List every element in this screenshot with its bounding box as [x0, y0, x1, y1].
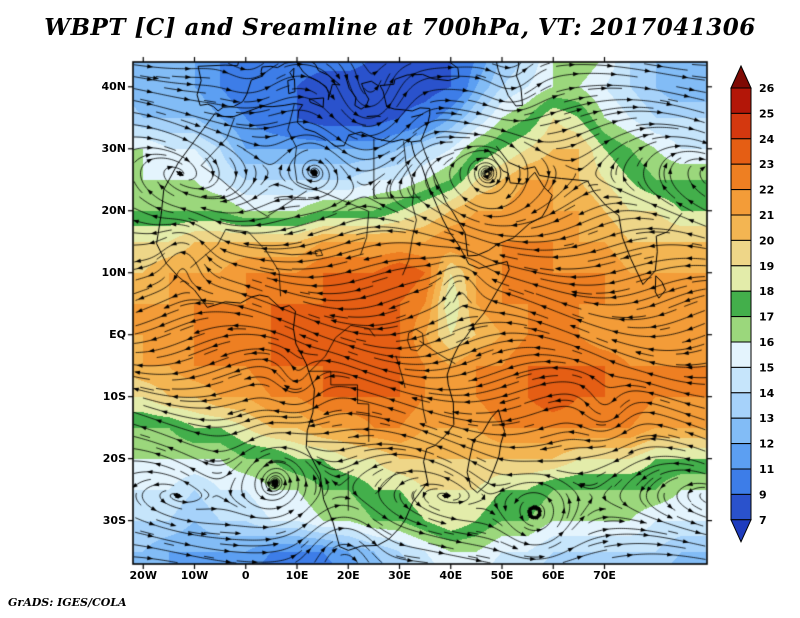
- colorbar: 26 25 24 23 22 21 20 19 18 17 16 15 14 13 12 11 9 7: [730, 64, 775, 544]
- colorbar-label: 23: [759, 158, 774, 171]
- colorbar-above-arrow: [730, 64, 752, 89]
- colorbar-label: 20: [759, 234, 775, 247]
- y-tick-label: 10S: [102, 389, 126, 403]
- colorbar-cell: [730, 468, 752, 495]
- colorbar-label: 22: [759, 184, 774, 197]
- colorbar-label: 26: [759, 82, 775, 95]
- colorbar-label: 12: [759, 438, 774, 451]
- colorbar-cell: [730, 366, 752, 394]
- colorbar-label: 7: [759, 514, 767, 527]
- colorbar-cell: [730, 189, 752, 216]
- y-tick-label: 20S: [102, 451, 126, 465]
- y-tick-label: 20N: [101, 203, 126, 217]
- y-tick-label: 10N: [101, 265, 126, 279]
- colorbar-label: 19: [759, 260, 774, 273]
- x-tick-label: 20E: [336, 569, 360, 582]
- colorbar-cell: [730, 493, 752, 521]
- colorbar-cell: [730, 112, 752, 140]
- y-tick-label: 40N: [101, 79, 126, 93]
- y-tick-label: 30S: [102, 513, 126, 527]
- colorbar-cell: [730, 265, 752, 292]
- colorbar-cell: [730, 417, 752, 445]
- x-tick-label: 60E: [541, 569, 565, 582]
- colorbar-label: 18: [759, 285, 774, 298]
- plot-title: WBPT [C] and Sreamline at 700hPa, VT: 20…: [44, 14, 756, 41]
- y-tick-label: 30N: [101, 141, 126, 155]
- colorbar-below-arrow: [730, 519, 752, 544]
- colorbar-label: 21: [759, 209, 774, 222]
- colorbar-label: 17: [759, 311, 774, 324]
- x-tick-label: 20W: [129, 569, 157, 582]
- colorbar-cell: [730, 239, 752, 267]
- colorbar-label: 11: [759, 463, 774, 476]
- y-tick-label: EQ: [109, 327, 126, 341]
- grads-stamp: GrADS: IGES/COLA: [8, 596, 127, 609]
- map-plot-canvas: [127, 56, 713, 570]
- colorbar-cell: [730, 392, 752, 419]
- x-tick-label: 40E: [439, 569, 463, 582]
- colorbar-cell: [730, 443, 752, 470]
- colorbar-cell: [730, 341, 752, 368]
- x-tick-label: 10E: [285, 569, 309, 582]
- x-tick-label: 50E: [490, 569, 514, 582]
- colorbar-label: 9: [759, 488, 767, 501]
- colorbar-label: 25: [759, 107, 774, 120]
- colorbar-cell: [730, 163, 752, 191]
- x-tick-label: 70E: [593, 569, 616, 582]
- colorbar-cell: [730, 290, 752, 318]
- colorbar-cell: [730, 87, 752, 114]
- colorbar-cell: [730, 316, 752, 343]
- x-tick-label: 0: [241, 569, 250, 582]
- colorbar-cell: [730, 138, 752, 165]
- colorbar-label: 15: [759, 361, 774, 374]
- colorbar-cell: [730, 214, 752, 241]
- x-tick-label: 30E: [388, 569, 411, 582]
- colorbar-label: 14: [759, 387, 775, 400]
- colorbar-label: 13: [759, 412, 774, 425]
- colorbar-label: 24: [759, 133, 775, 146]
- x-tick-label: 10W: [180, 569, 209, 582]
- colorbar-label: 16: [759, 336, 775, 349]
